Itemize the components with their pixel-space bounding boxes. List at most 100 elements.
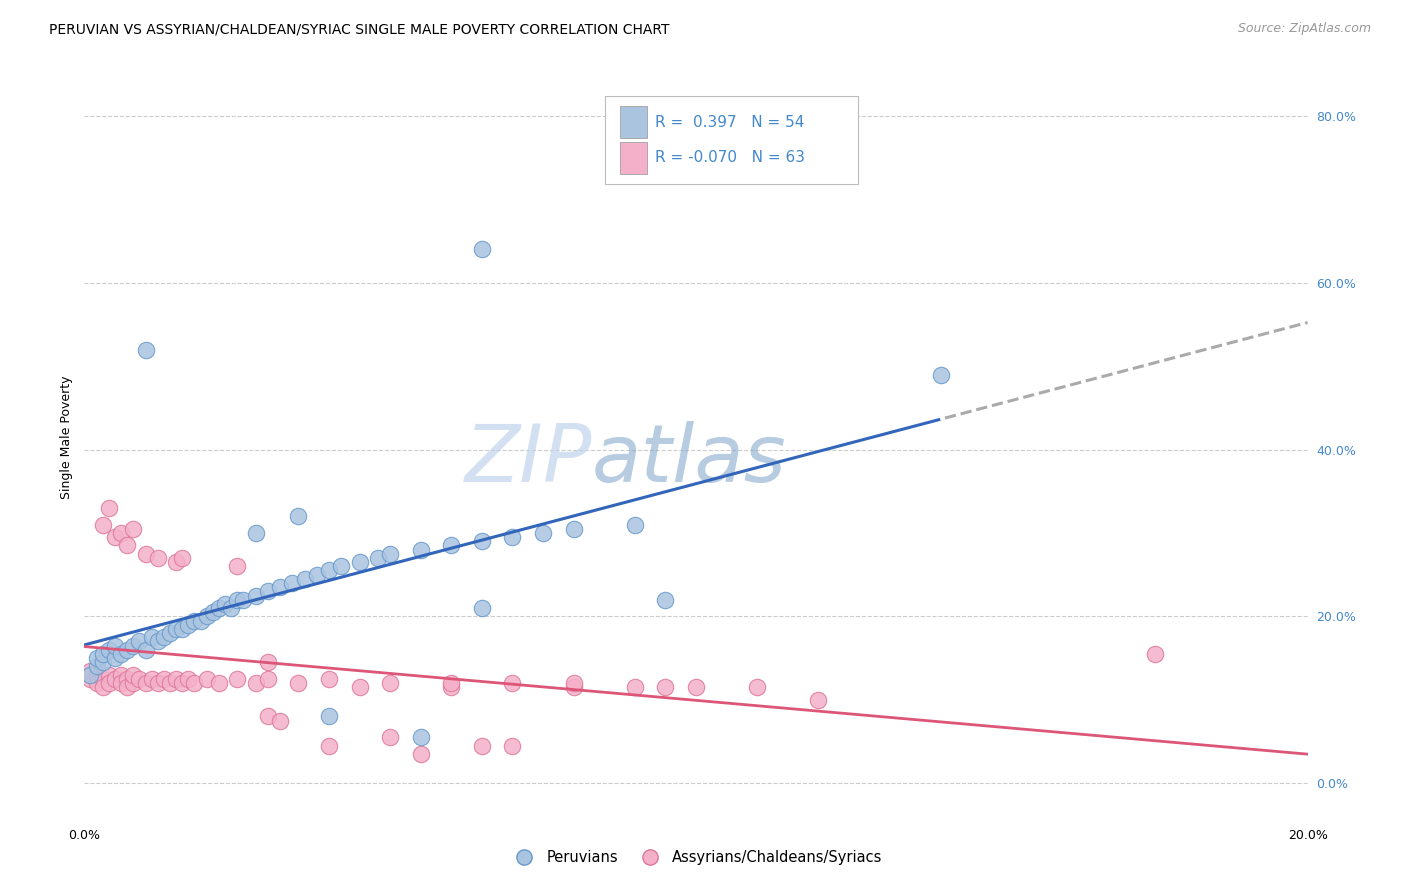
Point [97, 676, 120, 690]
Point [135, 676, 157, 690]
Point [269, 714, 291, 728]
Point [232, 592, 254, 607]
Text: R = -0.070   N = 63: R = -0.070 N = 63 [655, 151, 804, 165]
Point [318, 564, 340, 578]
Point [91, 647, 114, 661]
Point [294, 572, 316, 586]
Point [807, 692, 830, 706]
Point [172, 622, 194, 636]
Point [104, 651, 127, 665]
Point [177, 617, 200, 632]
Y-axis label: Single Male Poverty: Single Male Poverty [60, 376, 73, 499]
Point [97, 642, 120, 657]
Point [86, 659, 108, 673]
Point [165, 672, 187, 686]
Point [245, 526, 267, 541]
Point [685, 680, 707, 694]
Point [1143, 647, 1166, 661]
Point [257, 655, 280, 669]
Point [177, 672, 200, 686]
Point [128, 672, 150, 686]
Point [190, 614, 212, 628]
Point [146, 676, 169, 690]
Point [97, 500, 120, 515]
Point [349, 555, 371, 569]
Point [165, 555, 187, 569]
Point [562, 676, 585, 690]
Point [367, 551, 389, 566]
Point [183, 676, 205, 690]
Point [91, 672, 114, 686]
Point [91, 517, 114, 532]
Point [115, 672, 138, 686]
Point [86, 676, 108, 690]
Point [104, 639, 127, 653]
Point [115, 539, 138, 553]
Point [183, 614, 205, 628]
Point [747, 680, 769, 694]
Point [287, 509, 309, 524]
Point [122, 676, 145, 690]
Point [440, 676, 463, 690]
Point [654, 592, 676, 607]
Point [440, 539, 463, 553]
Point [104, 530, 127, 544]
Point [172, 551, 194, 566]
Point [562, 522, 585, 536]
Point [440, 680, 463, 694]
Point [226, 672, 249, 686]
Point [409, 747, 432, 761]
Point [172, 676, 194, 690]
Point [208, 601, 231, 615]
Point [115, 642, 138, 657]
Point [305, 567, 328, 582]
Point [624, 680, 647, 694]
Point [122, 667, 145, 681]
Point [110, 526, 132, 541]
Point [502, 739, 524, 753]
Point [146, 551, 169, 566]
Point [79, 664, 101, 678]
Point [471, 601, 494, 615]
Point [86, 667, 108, 681]
Point [122, 522, 145, 536]
Text: R =  0.397   N = 54: R = 0.397 N = 54 [655, 115, 804, 130]
Point [502, 530, 524, 544]
Point [257, 672, 280, 686]
Text: atlas: atlas [592, 421, 787, 500]
Point [153, 630, 176, 644]
Point [115, 680, 138, 694]
Point [562, 680, 585, 694]
Point [159, 626, 181, 640]
Point [318, 672, 340, 686]
Point [318, 739, 340, 753]
Point [257, 709, 280, 723]
Point [226, 592, 249, 607]
Point [219, 601, 242, 615]
Point [471, 739, 494, 753]
Point [141, 672, 163, 686]
Point [141, 630, 163, 644]
Point [214, 597, 236, 611]
Point [195, 609, 218, 624]
Point [654, 680, 676, 694]
Point [269, 580, 291, 594]
Point [110, 667, 132, 681]
Point [502, 676, 524, 690]
Point [159, 676, 181, 690]
Point [195, 672, 218, 686]
Point [245, 589, 267, 603]
Legend: Peruvians, Assyrians/Chaldeans/Syriacs: Peruvians, Assyrians/Chaldeans/Syriacs [503, 844, 889, 871]
Point [531, 526, 554, 541]
Text: PERUVIAN VS ASSYRIAN/CHALDEAN/SYRIAC SINGLE MALE POVERTY CORRELATION CHART: PERUVIAN VS ASSYRIAN/CHALDEAN/SYRIAC SIN… [49, 22, 669, 37]
Point [91, 680, 114, 694]
Point [208, 676, 231, 690]
Point [104, 672, 127, 686]
Point [349, 680, 371, 694]
Point [471, 243, 494, 257]
Point [146, 634, 169, 648]
Point [226, 559, 249, 574]
Point [380, 731, 402, 745]
Point [79, 667, 101, 681]
Point [79, 672, 101, 686]
